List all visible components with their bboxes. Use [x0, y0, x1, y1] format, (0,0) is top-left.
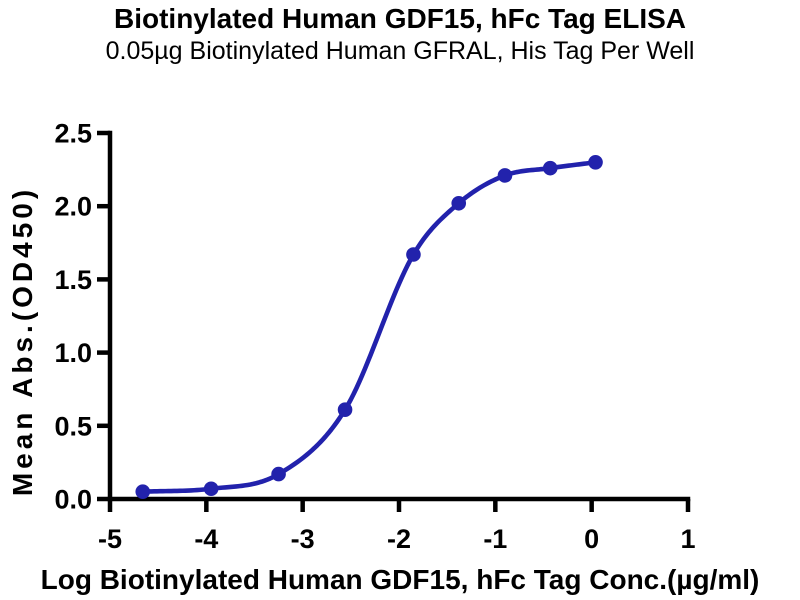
- x-tick-label: -5: [98, 524, 122, 554]
- data-point: [542, 160, 558, 176]
- x-tick-label: -3: [291, 524, 315, 554]
- y-axis-title: Mean Abs.(OD450): [7, 186, 38, 496]
- y-tick-label: 0.5: [54, 411, 92, 441]
- data-point: [203, 481, 219, 497]
- y-tick-label: 0.0: [54, 485, 92, 515]
- plot-series: [135, 154, 603, 499]
- chart-title: Biotinylated Human GDF15, hFc Tag ELISA: [114, 3, 686, 34]
- data-point: [271, 466, 286, 482]
- x-tick-label: 1: [680, 524, 695, 554]
- y-tick-label: 1.0: [54, 338, 92, 368]
- data-point: [135, 484, 151, 499]
- data-point: [497, 168, 513, 183]
- x-tick-label: -2: [387, 524, 411, 554]
- x-tick-label: -1: [483, 524, 507, 554]
- data-point: [451, 195, 467, 211]
- y-tick-label: 2.0: [54, 192, 92, 222]
- x-axis-title: Log Biotinylated Human GDF15, hFc Tag Co…: [41, 564, 760, 595]
- data-point: [588, 154, 603, 170]
- data-point: [406, 247, 421, 262]
- x-tick-label: -4: [194, 524, 218, 554]
- chart-subtitle: 0.05µg Biotinylated Human GFRAL, His Tag…: [105, 37, 695, 65]
- data-point: [337, 402, 353, 418]
- fit-curve: [140, 159, 598, 494]
- axis-ticks: -5 -4 -3 -2 -1 0 1 0.0 0.5 1.0 1.5 2.0 2.5: [54, 119, 695, 555]
- y-tick-label: 1.5: [54, 265, 92, 295]
- axes: [107, 130, 691, 502]
- y-tick-label: 2.5: [54, 119, 92, 149]
- x-tick-label: 0: [584, 524, 599, 554]
